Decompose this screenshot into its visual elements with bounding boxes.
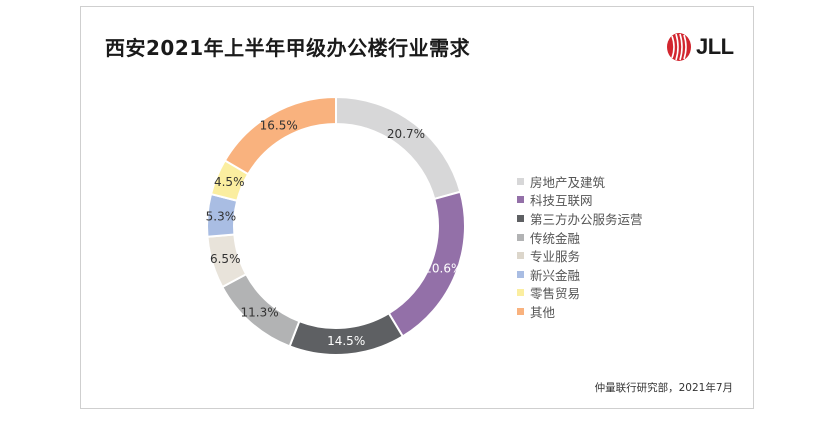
slice-data-label: 14.5% — [327, 334, 365, 348]
legend-swatch — [517, 233, 524, 241]
legend-item: 新兴金融 — [517, 265, 643, 284]
chart-frame — [80, 6, 754, 409]
legend-label: 传统金融 — [530, 230, 581, 246]
slice-data-label: 20.7% — [387, 127, 425, 141]
donut-slice — [223, 95, 337, 176]
slice-data-label: 20.6% — [424, 262, 462, 276]
legend-item: 科技互联网 — [517, 191, 643, 210]
legend-item: 零售贸易 — [517, 284, 643, 303]
jll-logo-text: JLL — [696, 34, 734, 59]
legend-item: 传统金融 — [517, 228, 643, 247]
slice-data-label: 6.5% — [210, 252, 241, 266]
legend-swatch — [517, 307, 524, 315]
legend-label: 零售贸易 — [530, 286, 581, 302]
source-note: 仲量联行研究部，2021年7月 — [594, 382, 733, 394]
legend-label: 其他 — [530, 304, 556, 320]
legend-label: 第三方办公服务运营 — [530, 211, 643, 227]
jll-logo: JLL — [666, 30, 734, 64]
donut-slice — [335, 95, 462, 201]
chart-title: 西安2021年上半年甲级办公楼行业需求 — [105, 36, 471, 60]
jll-logo-icon — [667, 33, 691, 61]
legend-swatch — [517, 252, 524, 260]
legend-swatch — [517, 177, 524, 185]
legend-swatch — [517, 270, 524, 278]
legend-item: 房地产及建筑 — [517, 172, 643, 191]
legend-item: 第三方办公服务运营 — [517, 209, 643, 228]
slice-data-label: 4.5% — [214, 175, 245, 189]
slice-data-label: 5.3% — [206, 209, 237, 223]
slice-data-label: 11.3% — [240, 306, 278, 320]
legend-label: 房地产及建筑 — [530, 174, 606, 190]
slice-data-label: 16.5% — [260, 119, 298, 133]
legend-swatch — [517, 289, 524, 297]
legend-label: 专业服务 — [530, 249, 581, 265]
legend-item: 专业服务 — [517, 246, 643, 265]
legend-label: 科技互联网 — [530, 193, 593, 209]
chart-legend: 房地产及建筑 科技互联网第三方办公服务运营 传统金融专业服务新兴金融零售贸易其他 — [517, 172, 643, 321]
legend-item: 其他 — [517, 302, 643, 321]
legend-label: 新兴金融 — [530, 267, 581, 283]
legend-swatch — [517, 214, 524, 222]
legend-swatch — [517, 196, 524, 204]
